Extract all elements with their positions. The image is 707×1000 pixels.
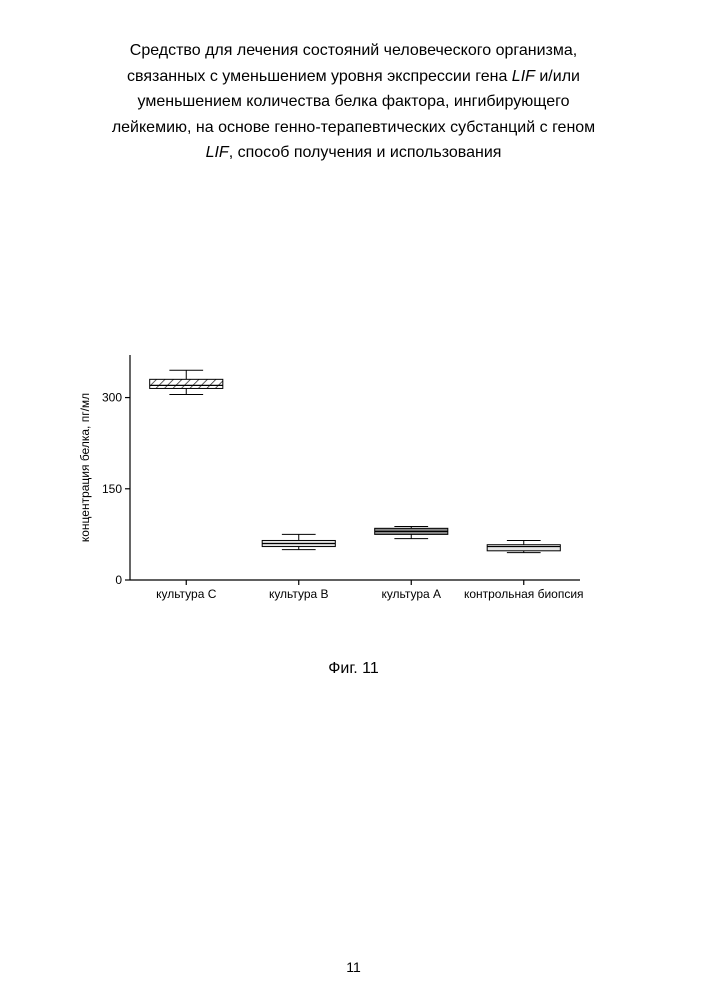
title-block: Средство для лечения состояний человечес… (70, 38, 637, 166)
title-line-5-gene: LIF (206, 144, 229, 161)
page-number: 11 (0, 959, 707, 975)
title-line-4: лейкемию, на основе генно-терапевтически… (112, 119, 595, 136)
svg-text:культура В: культура В (269, 587, 329, 601)
svg-text:контрольная биопсия: контрольная биопсия (464, 587, 584, 601)
svg-text:300: 300 (102, 391, 122, 405)
title-line-2-post: и/или (535, 68, 580, 85)
svg-text:0: 0 (115, 573, 122, 587)
svg-text:концентрация белка, пг/мл: концентрация белка, пг/мл (78, 393, 92, 542)
svg-text:культура А: культура А (381, 587, 441, 601)
title-line-3: уменьшением количества белка фактора, ин… (138, 93, 570, 110)
boxplot-chart: 0 150 300 концентрация белка, пг/мл культура… (75, 350, 585, 610)
svg-text:культура С: культура С (156, 587, 217, 601)
title-line-1: Средство для лечения состояний человечес… (130, 42, 577, 59)
svg-text:150: 150 (102, 482, 122, 496)
title-line-2-pre: связанных с уменьшением уровня экспресси… (127, 68, 512, 85)
title-line-2-gene: LIF (512, 68, 535, 85)
figure-caption: Фиг. 11 (0, 660, 707, 678)
title-line-5-post: , способ получения и использования (229, 144, 502, 161)
